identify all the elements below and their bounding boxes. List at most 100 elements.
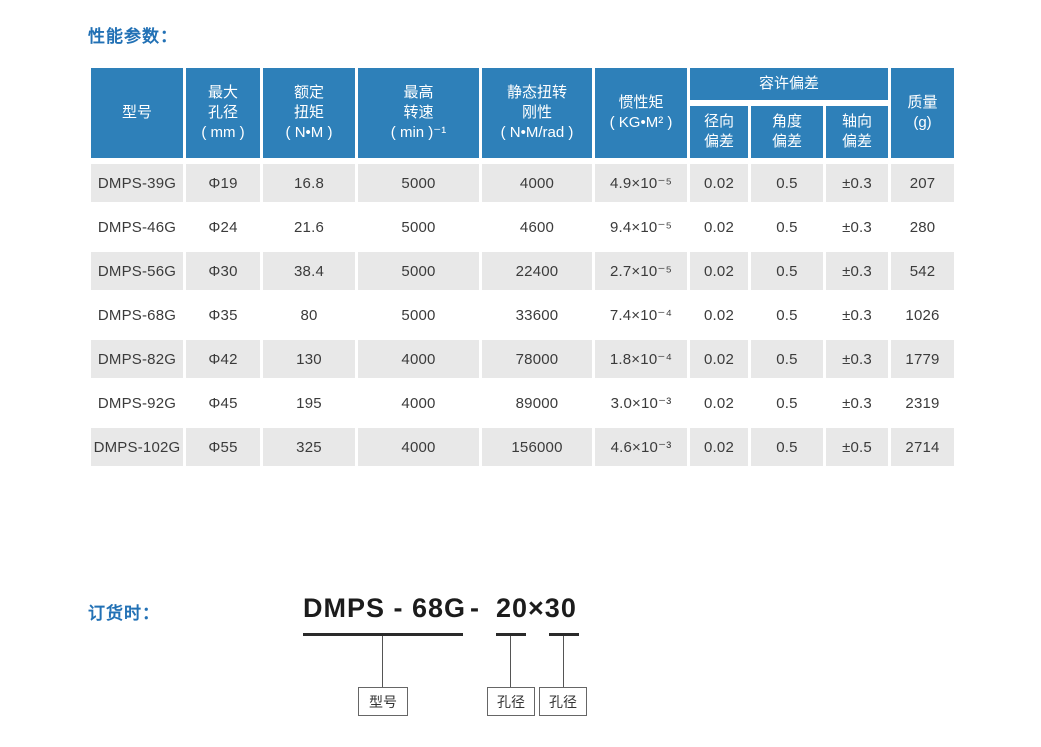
performance-table: 型号 最大 孔径 ( mm ) 额定 扭矩 ( N•M ) 最高 转速 ( mi…	[88, 62, 957, 472]
table-row: DMPS-39G Φ19 16.8 5000 4000 4.9×10⁻⁵ 0.02 0.5 ±0…	[91, 164, 955, 202]
label-box-model: 型号	[358, 687, 408, 716]
table-cell: 2319	[891, 384, 955, 422]
table-cell: 0.02	[690, 252, 748, 290]
table-cell: Φ45	[186, 384, 260, 422]
table-cell: DMPS-102G	[91, 428, 183, 466]
table-cell: 9.4×10⁻⁵	[595, 208, 687, 246]
table-cell: 5000	[358, 208, 479, 246]
table-cell: Φ24	[186, 208, 260, 246]
order-code-model: DMPS - 68G	[303, 593, 467, 623]
table-cell: ±0.3	[826, 164, 889, 202]
table-row: DMPS-92G Φ45 195 4000 89000 3.0×10⁻³ 0.02 0.5 ±0…	[91, 384, 955, 422]
table-cell: ±0.3	[826, 252, 889, 290]
column-header-mass: 质量 (g)	[891, 68, 955, 158]
table-cell: 0.5	[751, 208, 823, 246]
table-cell: 4600	[482, 208, 592, 246]
table-cell: 195	[263, 384, 355, 422]
table-cell: 0.02	[690, 164, 748, 202]
table-cell: 4000	[358, 428, 479, 466]
column-header-torsional-rigidity: 静态扭转 刚性 ( N•M/rad )	[482, 68, 592, 158]
table-cell: 4.9×10⁻⁵	[595, 164, 687, 202]
table-cell: 207	[891, 164, 955, 202]
underline-bore2	[549, 633, 579, 636]
table-cell: 0.5	[751, 164, 823, 202]
table-cell: 0.5	[751, 252, 823, 290]
table-cell: 280	[891, 208, 955, 246]
table-cell: ±0.3	[826, 340, 889, 378]
column-header-axial-deviation: 轴向 偏差	[826, 106, 889, 158]
column-header-radial-deviation: 径向 偏差	[690, 106, 748, 158]
table-cell: Φ30	[186, 252, 260, 290]
table-cell: 0.5	[751, 340, 823, 378]
table-cell: 0.02	[690, 384, 748, 422]
table-row: DMPS-46G Φ24 21.6 5000 4600 9.4×10⁻⁵ 0.02 0.5 ±0…	[91, 208, 955, 246]
column-header-max-bore: 最大 孔径 ( mm )	[186, 68, 260, 158]
order-code-bores: 20×30	[496, 593, 577, 623]
column-header-model: 型号	[91, 68, 183, 158]
table-cell: 3.0×10⁻³	[595, 384, 687, 422]
connector-line-bore2	[563, 636, 564, 687]
table-cell: 4.6×10⁻³	[595, 428, 687, 466]
table-cell: 5000	[358, 296, 479, 334]
table-cell: 5000	[358, 252, 479, 290]
table-cell: ±0.5	[826, 428, 889, 466]
underline-bore1	[496, 633, 526, 636]
table-cell: 38.4	[263, 252, 355, 290]
table-cell: 0.02	[690, 296, 748, 334]
table-row: DMPS-56G Φ30 38.4 5000 22400 2.7×10⁻⁵ 0.02 0.5 ±…	[91, 252, 955, 290]
table-cell: DMPS-82G	[91, 340, 183, 378]
table-row: DMPS-102G Φ55 325 4000 156000 4.6×10⁻³ 0.02 0.5…	[91, 428, 955, 466]
table-cell: 0.02	[690, 428, 748, 466]
table-cell: 1.8×10⁻⁴	[595, 340, 687, 378]
table-cell: 4000	[358, 384, 479, 422]
table-cell: 4000	[482, 164, 592, 202]
column-header-moment-of-inertia: 惯性矩 ( KG•M² )	[595, 68, 687, 158]
table-header: 型号 最大 孔径 ( mm ) 额定 扭矩 ( N•M ) 最高 转速 ( mi…	[91, 68, 955, 158]
page-title: 性能参数：	[88, 27, 178, 46]
table-cell: 21.6	[263, 208, 355, 246]
table-cell: 1026	[891, 296, 955, 334]
table-cell: 130	[263, 340, 355, 378]
table-cell: 7.4×10⁻⁴	[595, 296, 687, 334]
label-box-bore1: 孔径	[487, 687, 535, 716]
column-header-max-speed: 最高 转速 ( min )⁻¹	[358, 68, 479, 158]
table-cell: 4000	[358, 340, 479, 378]
table-cell: DMPS-56G	[91, 252, 183, 290]
table-cell: ±0.3	[826, 384, 889, 422]
table-body: DMPS-39G Φ19 16.8 5000 4000 4.9×10⁻⁵ 0.02 0.5 ±0…	[91, 164, 955, 466]
table-cell: 2.7×10⁻⁵	[595, 252, 687, 290]
table-cell: 22400	[482, 252, 592, 290]
table-cell: DMPS-68G	[91, 296, 183, 334]
order-code-dash: -	[470, 593, 480, 623]
table-cell: 156000	[482, 428, 592, 466]
table-cell: Φ55	[186, 428, 260, 466]
table-cell: 0.5	[751, 384, 823, 422]
table-cell: DMPS-92G	[91, 384, 183, 422]
table-cell: Φ35	[186, 296, 260, 334]
connector-line-bore1	[510, 636, 511, 687]
table-cell: DMPS-39G	[91, 164, 183, 202]
table-cell: DMPS-46G	[91, 208, 183, 246]
table-cell: 2714	[891, 428, 955, 466]
table-cell: 89000	[482, 384, 592, 422]
connector-line-model	[382, 636, 383, 687]
label-box-bore2: 孔径	[539, 687, 587, 716]
table-cell: 80	[263, 296, 355, 334]
table-cell: 16.8	[263, 164, 355, 202]
table-cell: 325	[263, 428, 355, 466]
table-cell: 542	[891, 252, 955, 290]
table-cell: 0.5	[751, 296, 823, 334]
table-cell: 0.5	[751, 428, 823, 466]
table-row: DMPS-82G Φ42 130 4000 78000 1.8×10⁻⁴ 0.02 0.5 ±0…	[91, 340, 955, 378]
table-cell: 5000	[358, 164, 479, 202]
column-header-allowable-deviation-group: 容许偏差	[690, 68, 889, 100]
table-row: DMPS-68G Φ35 80 5000 33600 7.4×10⁻⁴ 0.02 0.5 ±0.…	[91, 296, 955, 334]
table-cell: ±0.3	[826, 208, 889, 246]
table-cell: ±0.3	[826, 296, 889, 334]
underline-model	[303, 633, 463, 636]
column-header-rated-torque: 额定 扭矩 ( N•M )	[263, 68, 355, 158]
table-cell: 33600	[482, 296, 592, 334]
column-header-angular-deviation: 角度 偏差	[751, 106, 823, 158]
table-cell: 0.02	[690, 208, 748, 246]
